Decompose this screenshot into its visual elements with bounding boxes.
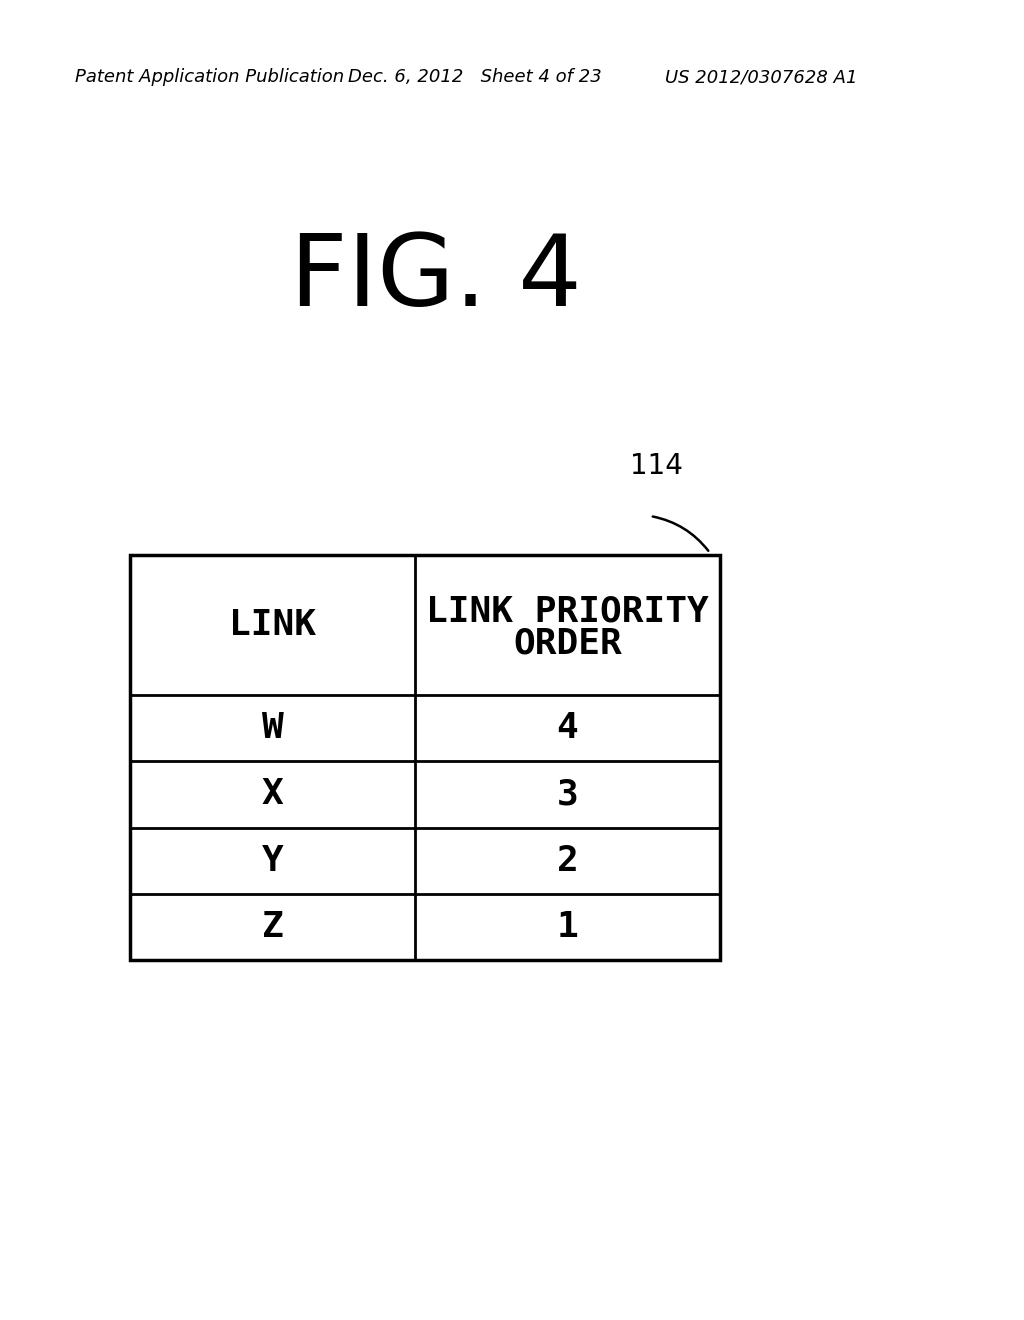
Text: LINK PRIORITY: LINK PRIORITY (426, 594, 709, 628)
Text: 3: 3 (557, 777, 579, 812)
Text: X: X (261, 777, 284, 812)
Text: W: W (261, 711, 284, 744)
Text: 114: 114 (630, 451, 683, 480)
Text: ORDER: ORDER (513, 626, 622, 660)
Text: 2: 2 (557, 843, 579, 878)
Text: FIG. 4: FIG. 4 (290, 230, 582, 327)
Text: Dec. 6, 2012   Sheet 4 of 23: Dec. 6, 2012 Sheet 4 of 23 (348, 69, 602, 86)
Text: 1: 1 (557, 909, 579, 944)
Text: 4: 4 (557, 711, 579, 744)
Text: Z: Z (261, 909, 284, 944)
Text: LINK: LINK (229, 609, 316, 642)
Bar (130, 554, 720, 960)
Text: Y: Y (261, 843, 284, 878)
Text: US 2012/0307628 A1: US 2012/0307628 A1 (665, 69, 857, 86)
Text: Patent Application Publication: Patent Application Publication (75, 69, 344, 86)
